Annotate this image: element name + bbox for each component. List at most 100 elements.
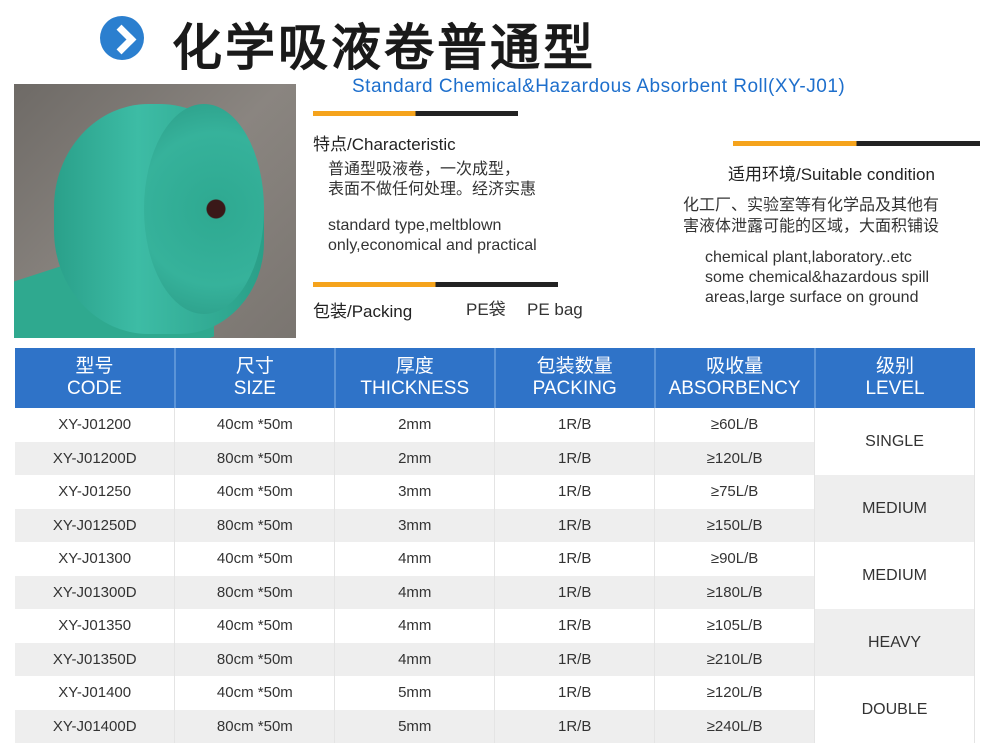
characteristic-heading: 特点/Characteristic xyxy=(313,135,456,154)
table-row: XY-J01250D 80cm *50m 3mm 1R/B ≥150L/B xyxy=(15,508,975,542)
table-cell: 80cm *50m xyxy=(174,642,336,676)
table-cell: 5mm xyxy=(334,709,496,743)
table-cell: 2mm xyxy=(334,441,496,475)
header-label: 包装数量 xyxy=(536,356,613,377)
table-cell: ≥210L/B xyxy=(654,642,816,676)
packing-cn: PE袋 xyxy=(466,300,506,319)
divider xyxy=(313,111,518,116)
column-header: 级别 LEVEL xyxy=(814,348,975,408)
table-cell: 1R/B xyxy=(494,542,656,576)
table-cell: 1R/B xyxy=(494,642,656,676)
table-cell: 40cm *50m xyxy=(174,408,336,442)
table-cell: XY-J01250 xyxy=(15,475,176,509)
table-row: XY-J01400 40cm *50m 5mm 1R/B ≥120L/B DOUBLE xyxy=(15,676,975,743)
suitable-heading: 适用环境/Suitable condition xyxy=(728,165,935,184)
table-cell: XY-J01300 xyxy=(15,542,176,576)
header-label: SIZE xyxy=(233,378,276,399)
table-row: XY-J01250 40cm *50m 3mm 1R/B ≥75L/B MEDIUM xyxy=(15,475,975,542)
header-label: THICKNESS xyxy=(360,378,470,399)
header-label: CODE xyxy=(67,378,122,399)
table-cell: 1R/B xyxy=(494,408,656,442)
table-cell: XY-J01200 xyxy=(15,408,176,442)
table-cell: 80cm *50m xyxy=(174,508,336,542)
packing-heading: 包装/Packing xyxy=(313,302,413,321)
column-header: 厚度 THICKNESS xyxy=(334,348,496,408)
table-cell: ≥90L/B xyxy=(654,542,816,576)
table-cell: 3mm xyxy=(334,508,496,542)
table-cell: XY-J01250D xyxy=(15,508,176,542)
text-line: 化工厂、实验室等有化学品及其他有 xyxy=(683,197,940,214)
table-row: XY-J01200D 80cm *50m 2mm 1R/B ≥120L/B xyxy=(15,441,975,475)
suitable-en: chemical plant,laboratory..etc some chem… xyxy=(705,248,929,308)
table-row: XY-J01350D 80cm *50m 4mm 1R/B ≥210L/B xyxy=(15,642,975,676)
level-cell: DOUBLE xyxy=(814,676,975,743)
table-cell: 40cm *50m xyxy=(174,676,336,710)
column-header: 型号 CODE xyxy=(15,348,176,408)
table-cell: 1R/B xyxy=(494,676,656,710)
table-cell: 1R/B xyxy=(494,709,656,743)
characteristic-en: standard type,meltblown only,economical … xyxy=(328,216,537,256)
text-line: standard type,meltblown xyxy=(328,217,502,234)
table-cell: XY-J01400 xyxy=(15,676,176,710)
column-header: 包装数量 PACKING xyxy=(494,348,656,408)
text-line: some chemical&hazardous spill xyxy=(705,269,930,286)
table-cell: 4mm xyxy=(334,642,496,676)
level-cell: MEDIUM xyxy=(814,542,975,609)
table-cell: 1R/B xyxy=(494,508,656,542)
table-cell: 5mm xyxy=(334,676,496,710)
level-cell: HEAVY xyxy=(814,609,975,676)
table-row: XY-J01400D 80cm *50m 5mm 1R/B ≥240L/B xyxy=(15,709,975,743)
table-cell: XY-J01350D xyxy=(15,642,176,676)
text-line: chemical plant,laboratory..etc xyxy=(705,249,912,266)
header-label: 吸收量 xyxy=(706,356,764,377)
table-cell: XY-J01400D xyxy=(15,709,176,743)
header-label: PACKING xyxy=(532,378,617,399)
table-cell: 1R/B xyxy=(494,475,656,509)
table-cell: XY-J01300D xyxy=(15,575,176,609)
table-row: XY-J01300D 80cm *50m 4mm 1R/B ≥180L/B xyxy=(15,575,975,609)
page-title: 化学吸液卷普通型 xyxy=(172,19,596,77)
table-cell: 80cm *50m xyxy=(174,441,336,475)
table-cell: XY-J01200D xyxy=(15,441,176,475)
characteristic-cn: 普通型吸液卷，一次成型， 表面不做任何处理。经济实惠 xyxy=(328,160,536,200)
table-cell: ≥105L/B xyxy=(654,609,816,643)
header-label: 厚度 xyxy=(395,356,434,377)
table-row: XY-J01350 40cm *50m 4mm 1R/B ≥105L/B HEAVY xyxy=(15,609,975,676)
spec-table: 型号 CODE 尺寸 SIZE 厚度 THICKNESS 包装数量 PACKING 吸收量 ABS… xyxy=(15,348,975,743)
product-subtitle: Standard Chemical&Hazardous Absorbent Ro… xyxy=(352,76,846,97)
table-cell: 40cm *50m xyxy=(174,542,336,576)
level-cell: MEDIUM xyxy=(814,475,975,542)
header-label: LEVEL xyxy=(865,378,925,399)
text-line: 害液体泄露可能的区域，大面积铺设 xyxy=(683,218,940,235)
header-label: 级别 xyxy=(876,356,915,377)
table-cell: 2mm xyxy=(334,408,496,442)
packing-en: PE bag xyxy=(527,300,583,319)
table-cell: 1R/B xyxy=(494,575,656,609)
chevron-right-icon xyxy=(100,16,144,60)
table-cell: ≥75L/B xyxy=(654,475,816,509)
header-label: ABSORBENCY xyxy=(668,378,801,399)
table-cell: ≥240L/B xyxy=(654,709,816,743)
header-label: 尺寸 xyxy=(235,356,274,377)
text-line: areas,large surface on ground xyxy=(705,289,919,306)
table-cell: ≥60L/B xyxy=(654,408,816,442)
product-photo xyxy=(14,84,296,338)
table-cell: ≥120L/B xyxy=(654,676,816,710)
text-line: only,economical and practical xyxy=(328,237,537,254)
table-cell: ≥120L/B xyxy=(654,441,816,475)
table-cell: 4mm xyxy=(334,542,496,576)
divider xyxy=(733,141,980,146)
table-cell: 1R/B xyxy=(494,609,656,643)
text-line: 表面不做任何处理。经济实惠 xyxy=(328,181,537,198)
table-cell: 1R/B xyxy=(494,441,656,475)
divider xyxy=(313,282,558,287)
table-row: XY-J01300 40cm *50m 4mm 1R/B ≥90L/B MEDIUM xyxy=(15,542,975,609)
suitable-cn: 化工厂、实验室等有化学品及其他有 害液体泄露可能的区域，大面积铺设 xyxy=(683,195,939,237)
table-cell: XY-J01350 xyxy=(15,609,176,643)
header-label: 型号 xyxy=(75,356,114,377)
table-cell: ≥180L/B xyxy=(654,575,816,609)
table-cell: ≥150L/B xyxy=(654,508,816,542)
table-cell: 80cm *50m xyxy=(174,575,336,609)
table-cell: 40cm *50m xyxy=(174,609,336,643)
table-cell: 80cm *50m xyxy=(174,709,336,743)
